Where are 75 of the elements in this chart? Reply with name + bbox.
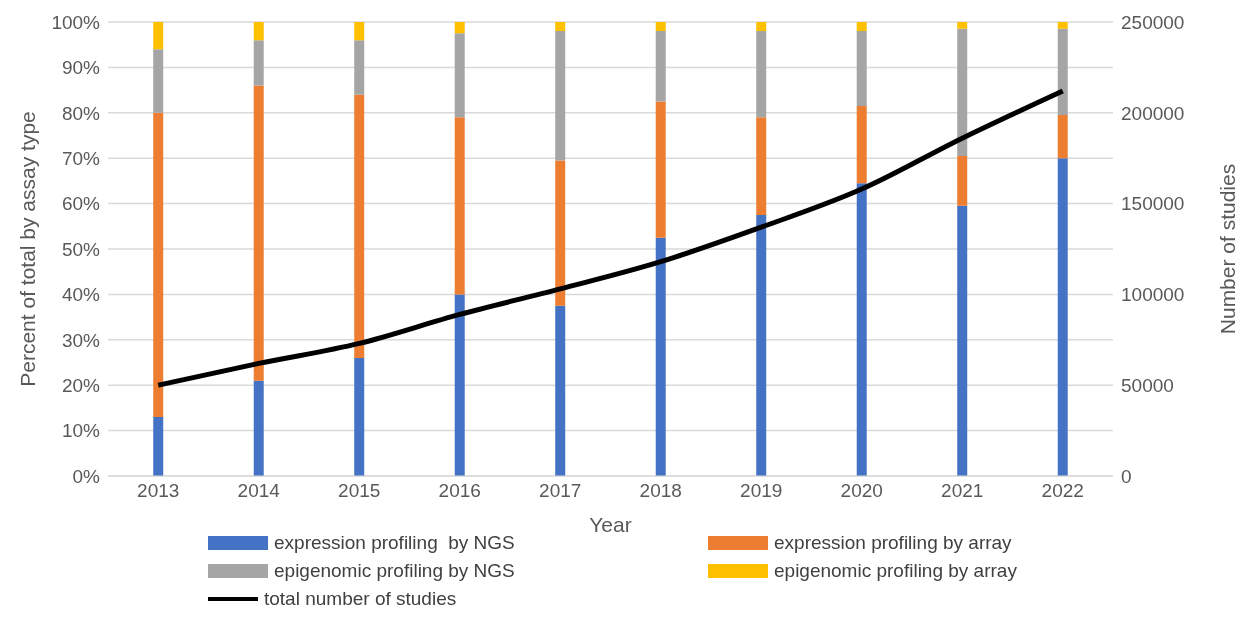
- bar: [655, 31, 666, 102]
- bar: [555, 305, 566, 476]
- bar: [756, 22, 767, 32]
- bar: [856, 105, 867, 184]
- y2-axis-title: Number of studies: [1216, 163, 1240, 335]
- bar: [153, 22, 164, 50]
- x-tick-label: 2019: [740, 480, 783, 502]
- bar: [1057, 22, 1068, 29]
- bar: [354, 40, 365, 95]
- bar: [253, 40, 264, 86]
- legend-label: epigenomic profiling by NGS: [274, 560, 515, 582]
- x-tick-label: 2022: [1041, 480, 1084, 502]
- bar: [1057, 158, 1068, 476]
- bar: [957, 205, 968, 476]
- y-tick-label: 40%: [61, 284, 101, 306]
- y-tick-label: 80%: [61, 102, 101, 124]
- bar: [454, 294, 465, 476]
- bar: [1057, 28, 1068, 116]
- y-tick-label: 70%: [61, 147, 101, 169]
- y2-tick-label: 250000: [1121, 11, 1185, 33]
- bar: [454, 117, 465, 295]
- x-tick-label: 2015: [338, 480, 381, 502]
- bar: [1057, 115, 1068, 159]
- bar: [153, 416, 164, 476]
- bar: [253, 22, 264, 41]
- y2-tick-label: 50000: [1121, 374, 1174, 396]
- bar: [555, 31, 566, 161]
- y-tick-label: 100%: [51, 11, 101, 33]
- bar: [354, 22, 365, 41]
- x-tick-label: 2013: [137, 480, 180, 502]
- y2-tick-label: 0: [1121, 465, 1132, 487]
- bar: [756, 214, 767, 476]
- y2-tick-label: 200000: [1121, 102, 1185, 124]
- bar: [253, 380, 264, 476]
- y-tick-label: 50%: [61, 238, 101, 260]
- x-tick-label: 2018: [639, 480, 682, 502]
- bar: [957, 155, 968, 206]
- bar: [555, 22, 566, 32]
- bar: [856, 183, 867, 476]
- bar: [655, 237, 666, 476]
- x-tick-label: 2014: [237, 480, 281, 502]
- legend-label: total number of studies: [264, 588, 457, 610]
- bar: [655, 22, 666, 32]
- y-axis-title: Percent of total by assay type: [16, 111, 40, 387]
- x-axis-title: Year: [589, 513, 632, 536]
- y2-tick-label: 150000: [1121, 193, 1185, 215]
- y-tick-label: 30%: [61, 329, 101, 351]
- bar: [454, 33, 465, 118]
- bar: [957, 22, 968, 29]
- bar: [153, 112, 164, 417]
- bar: [454, 22, 465, 34]
- x-tick-label: 2020: [840, 480, 883, 502]
- y2-tick-label: 100000: [1121, 284, 1185, 306]
- bar: [354, 94, 365, 358]
- x-tick-label: 2017: [539, 480, 582, 502]
- bar: [354, 357, 365, 476]
- bar: [957, 28, 968, 156]
- bar: [655, 101, 666, 238]
- x-tick-label: 2016: [438, 480, 481, 502]
- bar: [756, 117, 767, 215]
- bar: [756, 31, 767, 118]
- legend-label: expression profiling by NGS: [274, 532, 515, 554]
- y-tick-label: 0%: [72, 465, 101, 487]
- x-tick-label: 2021: [941, 480, 984, 502]
- y-tick-label: 10%: [61, 420, 101, 442]
- y-tick-label: 90%: [61, 57, 101, 79]
- bar: [856, 31, 867, 106]
- bar: [153, 49, 164, 113]
- bar: [856, 22, 867, 32]
- y-tick-label: 20%: [61, 374, 101, 396]
- legend-label: expression profiling by array: [774, 532, 1012, 554]
- y-tick-label: 60%: [61, 193, 101, 215]
- bar: [253, 85, 264, 381]
- legend-label: epigenomic profiling by array: [774, 560, 1017, 582]
- bar: [555, 160, 566, 306]
